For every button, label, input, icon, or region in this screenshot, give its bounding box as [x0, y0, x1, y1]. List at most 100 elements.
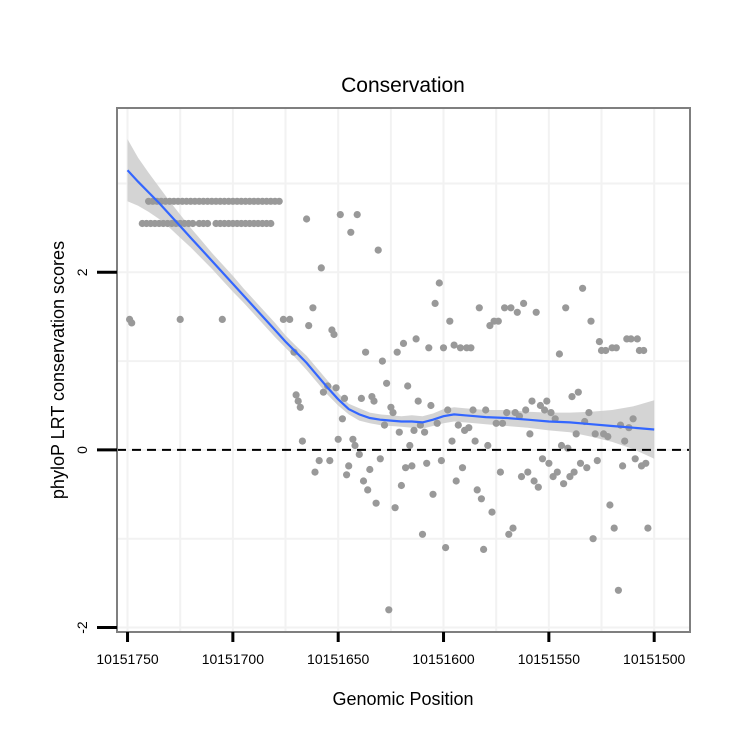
data-point: [593, 457, 601, 465]
data-point: [376, 455, 384, 463]
data-point: [488, 508, 496, 516]
x-tick-label: 10151750: [96, 651, 159, 667]
data-point: [524, 468, 532, 476]
data-point: [359, 477, 368, 485]
data-point: [553, 468, 561, 476]
data-point: [189, 219, 197, 228]
data-point: [410, 426, 418, 434]
data-point: [560, 480, 568, 488]
smooth-line: [126, 169, 655, 431]
data-point: [517, 473, 526, 481]
data-point: [492, 419, 500, 427]
data-point: [621, 437, 629, 445]
data-point: [640, 346, 648, 355]
data-point: [429, 490, 437, 498]
data-point: [349, 435, 357, 443]
data-point: [458, 464, 467, 472]
data-point: [583, 464, 591, 472]
data-point: [566, 473, 574, 481]
data-point: [380, 421, 389, 429]
data-point: [606, 501, 614, 509]
data-point: [366, 465, 374, 474]
data-point: [319, 388, 327, 396]
data-point: [402, 464, 410, 472]
data-point: [218, 315, 226, 323]
data-point: [399, 339, 408, 347]
data-point: [576, 459, 585, 467]
data-point: [176, 315, 184, 323]
data-point: [509, 524, 517, 532]
data-point: [602, 346, 610, 355]
data-point: [448, 437, 456, 445]
data-point: [494, 317, 502, 325]
data-point: [332, 384, 340, 392]
data-points: [126, 197, 652, 614]
data-point: [391, 504, 399, 512]
data-point: [579, 284, 587, 292]
y-axis: -2 0 2: [74, 268, 117, 634]
data-point: [393, 348, 401, 356]
data-point: [572, 430, 580, 438]
x-tick-label: 10151700: [202, 651, 265, 667]
data-point: [568, 393, 576, 401]
data-point: [418, 530, 427, 538]
data-point: [589, 535, 597, 543]
data-point: [378, 357, 386, 365]
data-point: [627, 335, 635, 343]
data-point: [471, 437, 479, 445]
data-point: [619, 462, 627, 470]
data-point: [425, 344, 433, 352]
data-point: [591, 430, 599, 438]
data-point: [452, 477, 460, 485]
data-point: [370, 397, 378, 405]
data-point: [614, 586, 623, 594]
data-point: [507, 304, 515, 312]
data-point: [336, 211, 344, 219]
data-point: [204, 219, 212, 228]
data-point: [326, 457, 334, 465]
data-point: [484, 441, 492, 450]
data-point: [473, 486, 481, 494]
data-point: [530, 477, 538, 485]
data-point: [496, 468, 504, 476]
data-point: [587, 317, 595, 325]
data-point: [292, 391, 300, 399]
data-point: [574, 388, 582, 396]
data-point: [522, 406, 530, 414]
data-point: [595, 338, 604, 346]
x-tick-label: 10151550: [518, 651, 581, 667]
data-point: [532, 308, 540, 316]
data-point: [315, 457, 323, 465]
data-point: [557, 441, 566, 450]
data-point: [456, 344, 464, 352]
data-point: [374, 246, 382, 254]
data-point: [528, 397, 536, 405]
data-point: [353, 211, 361, 219]
data-point: [128, 319, 136, 327]
data-point: [309, 304, 317, 312]
x-axis-title: Genomic Position: [332, 689, 473, 709]
data-point: [294, 397, 302, 405]
data-point: [644, 524, 652, 532]
data-point: [477, 495, 485, 503]
data-point: [633, 335, 641, 343]
data-point: [534, 483, 542, 491]
data-point: [442, 544, 450, 552]
data-point: [469, 406, 477, 414]
data-point: [642, 459, 650, 467]
data-point: [385, 606, 393, 614]
data-point: [467, 344, 475, 352]
data-point: [543, 397, 551, 405]
data-point: [421, 428, 429, 436]
data-point: [482, 406, 490, 414]
panel-border: [116, 107, 691, 633]
data-point: [357, 394, 365, 402]
data-point: [439, 344, 448, 352]
data-point: [364, 486, 372, 494]
data-point: [279, 315, 287, 323]
data-point: [343, 471, 351, 479]
data-point: [498, 419, 507, 427]
data-point: [355, 450, 363, 458]
data-point: [513, 308, 521, 316]
data-point: [347, 228, 355, 236]
